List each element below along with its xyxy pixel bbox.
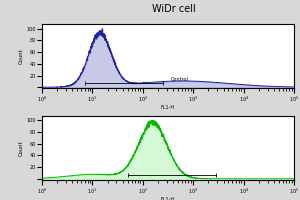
Text: WiDr cell: WiDr cell <box>152 4 196 14</box>
X-axis label: FL1-H: FL1-H <box>161 197 175 200</box>
X-axis label: FL1-H: FL1-H <box>161 105 175 110</box>
Text: Control: Control <box>170 77 188 82</box>
Y-axis label: Count: Count <box>19 48 24 64</box>
Y-axis label: Count: Count <box>19 140 24 156</box>
